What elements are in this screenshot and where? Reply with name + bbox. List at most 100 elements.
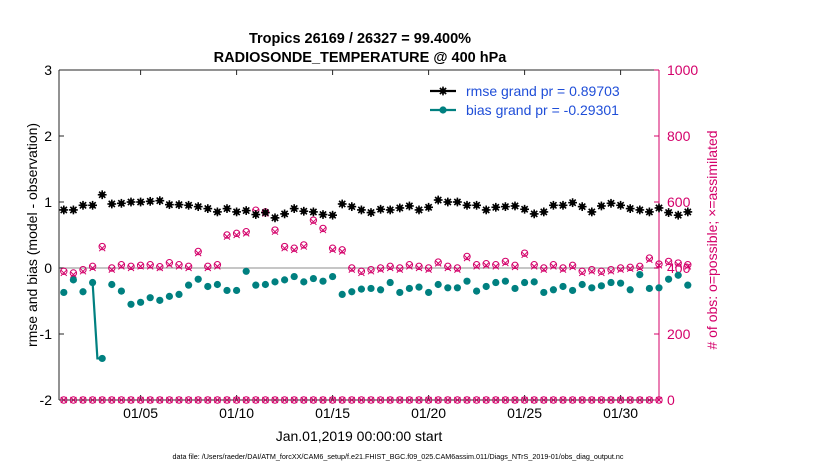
obs-assimilated-marker: [598, 269, 605, 277]
bias-point: [98, 354, 106, 363]
bias-point: [357, 285, 365, 293]
bias-point: [89, 278, 97, 287]
obs-possible-marker: [559, 264, 567, 272]
obs-assimilated-marker: [578, 269, 586, 277]
rmse-point: [577, 202, 587, 212]
rmse-point: [481, 205, 491, 215]
bias-point: [194, 275, 202, 283]
obs-possible-marker: [338, 246, 346, 254]
bias-point: [309, 274, 317, 283]
obs-assimilated-marker: [473, 262, 480, 270]
bias-point: [434, 280, 442, 289]
rmse-point: [568, 198, 577, 208]
obs-assimilated-marker: [233, 231, 240, 239]
obs-possible-marker: [60, 267, 68, 275]
obs-possible-marker: [607, 265, 615, 274]
bias-point: [482, 282, 490, 291]
x-tick-label: 01/25: [507, 405, 542, 421]
obs-possible-marker: [204, 262, 212, 271]
obs-assimilated-marker: [338, 248, 346, 255]
y-left-tick-label: 3: [44, 62, 52, 78]
obs-assimilated-marker: [300, 243, 308, 250]
legend: rmse grand pr = 0.89703 bias grand pr = …: [430, 83, 620, 118]
bias-point: [60, 288, 68, 297]
obs-possible-marker: [520, 249, 529, 257]
y-left-tick-label: 2: [44, 128, 52, 144]
obs-assimilated-marker: [530, 262, 538, 270]
obs-zero-possible-marker: [434, 396, 442, 404]
obs-zero-assimilated-marker: [521, 396, 528, 404]
obs-zero-assimilated-marker: [281, 396, 288, 404]
rmse-point: [683, 207, 693, 217]
rmse-point: [385, 205, 395, 215]
rmse-point: [587, 207, 597, 217]
obs-zero-possible-marker: [405, 396, 414, 404]
obs-zero-assimilated-marker: [530, 396, 538, 404]
bias-point: [271, 278, 279, 286]
obs-possible-marker: [530, 261, 538, 269]
bias-point: [655, 284, 663, 292]
bias-point: [405, 284, 413, 293]
obs-zero-assimilated-marker: [348, 396, 356, 404]
obs-zero-possible-marker: [242, 396, 250, 404]
obs-zero-possible-marker: [511, 396, 519, 404]
obs-assimilated-marker: [607, 267, 615, 275]
obs-possible-marker: [79, 265, 87, 274]
obs-zero-assimilated-marker: [588, 396, 596, 404]
y-right-tick-label: 200: [667, 326, 691, 342]
bias-point: [444, 284, 452, 292]
obs-zero-possible-marker: [328, 396, 337, 404]
obs-zero-possible-marker: [127, 396, 135, 404]
obs-zero-assimilated-marker: [550, 396, 557, 404]
obs-zero-possible-marker: [540, 396, 548, 404]
bias-point: [645, 284, 654, 293]
bias-point: [396, 288, 404, 297]
rmse-point: [664, 208, 673, 217]
obs-possible-marker: [664, 257, 673, 266]
bias-point: [175, 290, 183, 298]
obs-zero-assimilated-marker: [310, 396, 317, 404]
obs-possible-marker: [309, 216, 318, 224]
x-axis-label: Jan.01,2019 00:00:00 start: [276, 428, 443, 444]
obs-zero-assimilated-marker: [406, 396, 413, 404]
obs-possible-marker: [242, 228, 250, 236]
obs-zero-possible-marker: [424, 396, 433, 404]
obs-possible-marker: [453, 264, 462, 272]
rmse-point: [213, 207, 222, 217]
rmse-point: [491, 202, 501, 212]
obs-assimilated-marker: [434, 260, 442, 267]
obs-zero-assimilated-marker: [626, 396, 634, 404]
obs-assimilated-marker: [98, 244, 106, 252]
rmse-point: [347, 202, 357, 212]
rmse-point: [606, 198, 616, 208]
obs-zero-possible-marker: [367, 396, 375, 404]
obs-assimilated-marker: [550, 262, 557, 270]
bias-point: [79, 288, 87, 296]
rmse-point: [117, 198, 126, 208]
rmse-point: [261, 208, 270, 217]
bias-point: [597, 282, 606, 290]
bias-point: [530, 278, 538, 286]
obs-zero-assimilated-marker: [175, 396, 183, 404]
rmse-point: [510, 201, 520, 211]
rmse-point: [126, 197, 136, 207]
chart-title: Tropics 26169 / 26327 = 99.400%: [249, 31, 471, 47]
obs-assimilated-marker: [242, 229, 250, 237]
obs-zero-assimilated-marker: [454, 396, 461, 404]
obs-assimilated-marker: [367, 267, 375, 275]
obs-zero-possible-marker: [568, 396, 577, 404]
obs-zero-assimilated-marker: [319, 396, 327, 404]
obs-zero-assimilated-marker: [492, 396, 500, 404]
bias-point: [425, 288, 433, 297]
obs-zero-assimilated-marker: [434, 396, 442, 404]
bias-point: [617, 279, 625, 287]
obs-assimilated-marker: [617, 266, 624, 274]
obs-assimilated-marker: [290, 246, 298, 254]
x-tick-label: 01/10: [219, 405, 254, 421]
obs-possible-marker: [108, 264, 116, 272]
obs-possible-marker: [492, 261, 500, 269]
bias-point: [386, 278, 394, 287]
obs-possible-marker: [415, 262, 423, 271]
legend-bias-marker: [439, 106, 447, 114]
obs-assimilated-marker: [569, 263, 576, 271]
